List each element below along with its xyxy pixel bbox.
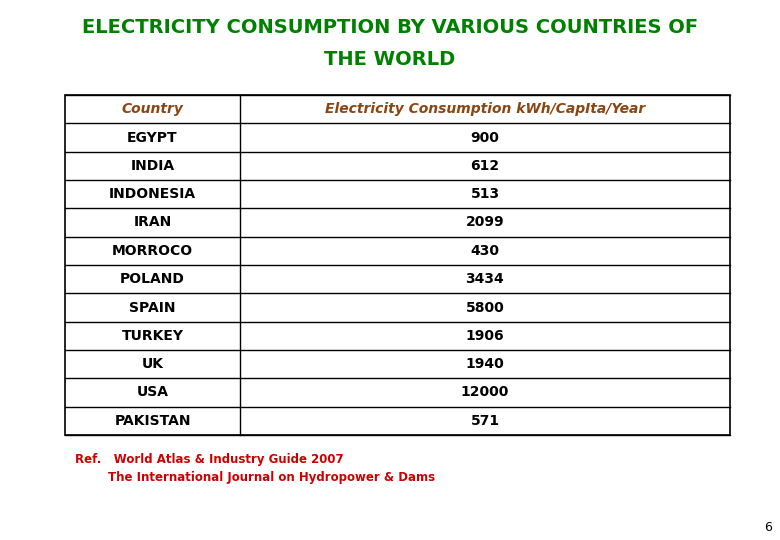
Text: Electricity Consumption kWh/CapIta/Year: Electricity Consumption kWh/CapIta/Year	[325, 102, 645, 116]
Text: 5800: 5800	[466, 300, 505, 314]
Text: Country: Country	[122, 102, 183, 116]
Text: 1940: 1940	[466, 357, 505, 371]
Text: IRAN: IRAN	[133, 215, 172, 230]
Text: 612: 612	[470, 159, 499, 173]
Text: UK: UK	[141, 357, 164, 371]
Text: PAKISTAN: PAKISTAN	[114, 414, 191, 428]
Text: 900: 900	[470, 131, 499, 145]
Text: INDIA: INDIA	[130, 159, 175, 173]
Text: 12000: 12000	[461, 386, 509, 400]
Text: USA: USA	[136, 386, 168, 400]
Text: 3434: 3434	[466, 272, 505, 286]
Text: THE WORLD: THE WORLD	[324, 50, 456, 69]
Text: Ref.   World Atlas & Industry Guide 2007: Ref. World Atlas & Industry Guide 2007	[75, 453, 344, 466]
Text: SPAIN: SPAIN	[129, 300, 176, 314]
Text: MORROCO: MORROCO	[112, 244, 193, 258]
Text: POLAND: POLAND	[120, 272, 185, 286]
Text: 2099: 2099	[466, 215, 505, 230]
Text: 430: 430	[470, 244, 499, 258]
Text: INDONESIA: INDONESIA	[109, 187, 196, 201]
Text: ELECTRICITY CONSUMPTION BY VARIOUS COUNTRIES OF: ELECTRICITY CONSUMPTION BY VARIOUS COUNT…	[82, 18, 698, 37]
Text: The International Journal on Hydropower & Dams: The International Journal on Hydropower …	[75, 471, 435, 484]
Text: 513: 513	[470, 187, 499, 201]
Bar	[65, 95, 730, 435]
Text: 6: 6	[764, 521, 772, 534]
Text: 571: 571	[470, 414, 499, 428]
Text: 1906: 1906	[466, 329, 505, 343]
Text: EGYPT: EGYPT	[127, 131, 178, 145]
Text: TURKEY: TURKEY	[122, 329, 183, 343]
